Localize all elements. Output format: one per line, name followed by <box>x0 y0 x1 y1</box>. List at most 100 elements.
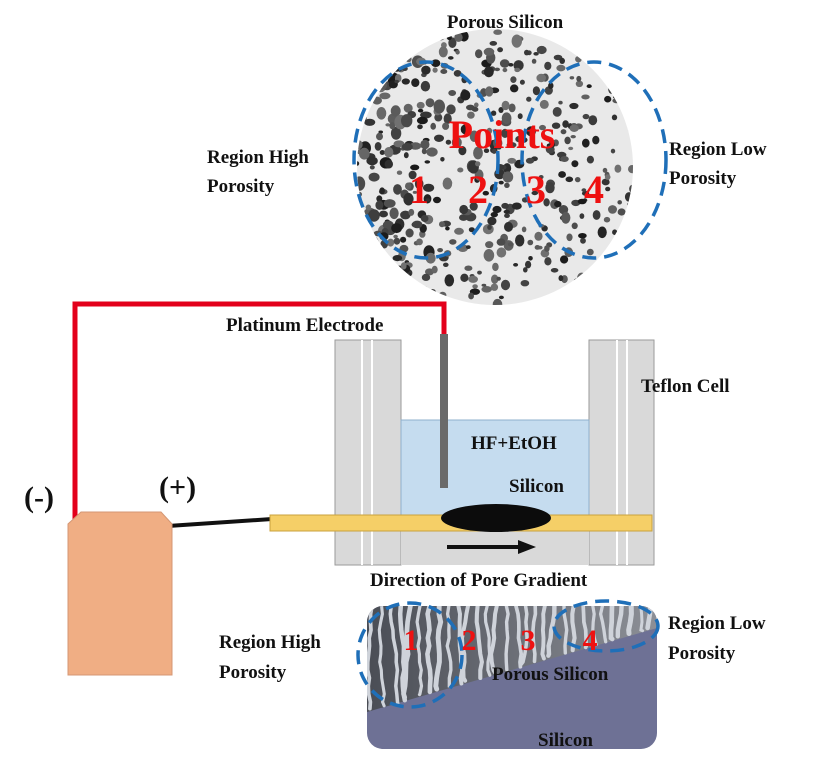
pore-dot <box>357 285 361 293</box>
pore-dot <box>627 202 633 207</box>
pore-dot <box>558 171 566 178</box>
pore-dot <box>363 59 374 68</box>
pore-dot <box>420 111 432 119</box>
pore-dot <box>612 259 622 270</box>
pore-dot <box>457 167 464 173</box>
pore-dot <box>360 85 367 91</box>
pore-dot <box>567 291 577 303</box>
pore-dot <box>469 202 478 211</box>
pore-dot <box>584 40 591 44</box>
pore-dot <box>446 104 456 115</box>
pore-dot <box>525 157 535 164</box>
pore-dot <box>568 292 577 302</box>
pore-dot <box>499 59 510 68</box>
pore-dot <box>393 184 402 195</box>
pore-dot <box>403 287 411 295</box>
pore-dot <box>618 267 626 273</box>
pore-dot <box>471 106 479 112</box>
pore-dot <box>502 67 508 73</box>
pore-dot <box>396 51 408 60</box>
pore-dot <box>533 52 539 56</box>
pore-dot <box>388 29 400 39</box>
pore-dot <box>366 156 378 166</box>
pore-dot <box>401 114 413 128</box>
red-wire <box>72 301 447 520</box>
power-supply <box>67 511 173 676</box>
low-porosity-ring <box>520 60 668 260</box>
pore-dot <box>390 105 401 117</box>
pore-dot <box>519 79 525 85</box>
pore-dot <box>627 283 633 292</box>
pore-dot <box>382 220 394 230</box>
pore-dot <box>357 37 365 47</box>
pore-dot <box>492 262 499 272</box>
pore-dot <box>357 296 362 302</box>
pore-dot <box>368 42 380 50</box>
pore-dot <box>430 122 437 130</box>
pore-channel <box>591 606 598 647</box>
pore-dot <box>628 35 633 40</box>
pore-channel <box>531 606 538 664</box>
point-1: 1 <box>409 167 429 212</box>
pore-dot <box>472 284 478 289</box>
pore-dot <box>438 46 448 58</box>
bottom-right-region-line1: Region Low <box>668 613 766 634</box>
pore-dot <box>564 136 571 145</box>
pore-dot <box>624 192 633 202</box>
pore-dot <box>629 184 633 193</box>
pore-dot <box>440 69 448 74</box>
pore-dot <box>558 275 564 282</box>
pore-dot <box>364 118 376 126</box>
pore-dot <box>498 107 504 113</box>
high-porosity-ring <box>352 60 500 260</box>
top-left-region-line1: Region High <box>207 147 309 168</box>
pore-dot <box>486 127 493 134</box>
pore-dot <box>474 169 484 181</box>
pore-dot <box>393 234 398 239</box>
pore-dot <box>493 29 503 35</box>
pore-dot <box>458 146 467 156</box>
pore-channel <box>401 606 413 700</box>
pore-dot <box>527 239 534 246</box>
pore-dot <box>531 190 539 196</box>
pore-dot <box>403 192 414 206</box>
pore-dot <box>412 220 423 229</box>
pore-dot <box>405 182 412 190</box>
pore-dot <box>548 82 554 89</box>
pore-dot <box>558 205 569 215</box>
pore-dot <box>504 221 513 232</box>
pore-dot <box>586 248 594 256</box>
pore-dot <box>357 75 369 84</box>
pore-dot <box>580 237 586 244</box>
pore-dot <box>394 35 403 41</box>
pore-channel <box>639 606 645 633</box>
pore-dot <box>394 79 400 84</box>
pore-dot <box>420 80 431 92</box>
pore-channel <box>489 606 499 675</box>
pore-dot <box>524 49 530 56</box>
pore-dot <box>536 73 546 83</box>
bottom-right-region-line2: Porosity <box>668 643 736 664</box>
pore-dot <box>389 273 398 278</box>
pore-dot <box>369 260 380 271</box>
pore-dot <box>568 146 574 151</box>
pore-dot <box>438 291 447 299</box>
pore-dot <box>464 265 473 271</box>
pore-dot <box>571 160 579 168</box>
pore-dot <box>606 281 612 287</box>
point-2: 2 <box>468 167 488 212</box>
pore-dot <box>374 142 382 151</box>
pore-dot <box>437 248 443 253</box>
pore-dot <box>417 124 423 130</box>
pore-dot <box>446 34 452 41</box>
pore-dot <box>357 149 362 155</box>
pore-dot <box>575 80 584 88</box>
pore-dot <box>357 176 366 191</box>
pore-dot <box>510 76 517 83</box>
pore-dot <box>379 187 385 195</box>
pore-dot <box>428 29 435 33</box>
pore-dot <box>544 61 552 71</box>
pore-dot <box>397 29 410 38</box>
pore-dot <box>515 135 523 143</box>
pore-dot <box>473 146 483 160</box>
